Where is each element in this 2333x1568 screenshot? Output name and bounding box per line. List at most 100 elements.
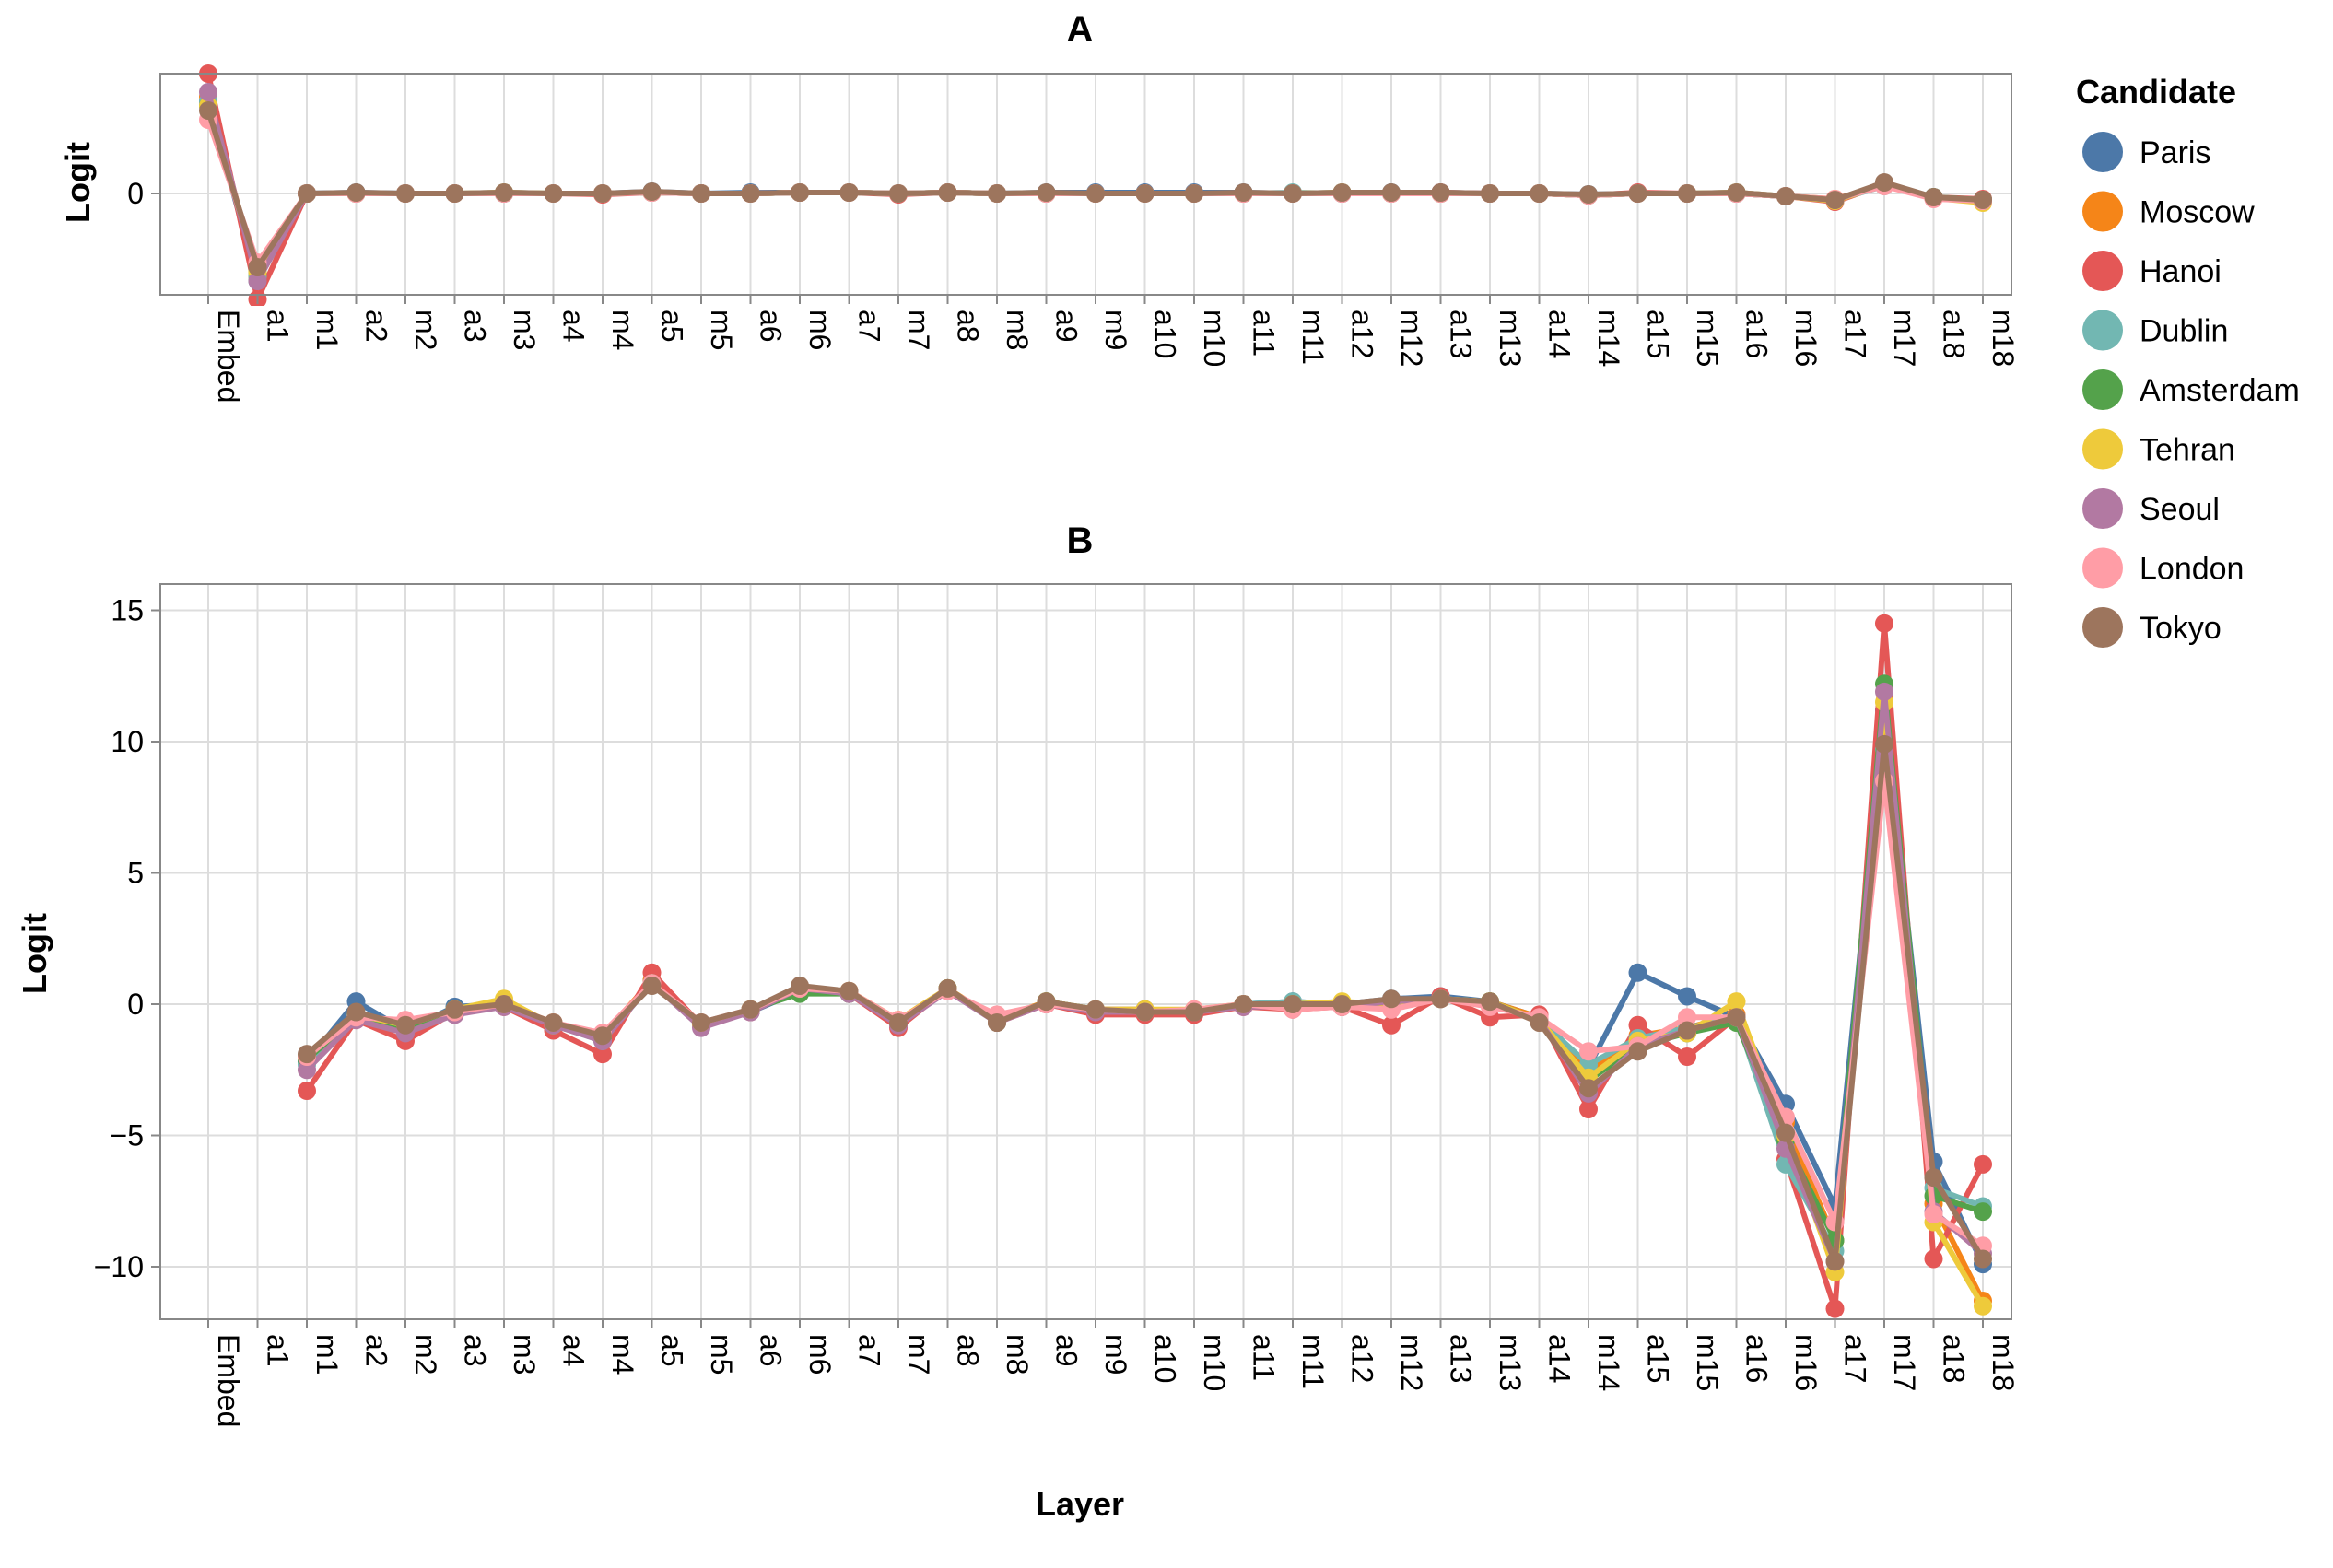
x-tick-label: a8 bbox=[952, 1334, 985, 1367]
x-tick-label: m7 bbox=[902, 1334, 935, 1375]
legend-title: Candidate bbox=[2076, 73, 2236, 111]
panel-b-grid bbox=[160, 584, 2011, 1319]
legend-item-amsterdam: Amsterdam bbox=[2082, 369, 2300, 410]
data-point bbox=[839, 183, 859, 202]
data-point bbox=[1481, 184, 1499, 203]
y-tick-label: 0 bbox=[127, 988, 144, 1021]
x-tick-label: m16 bbox=[1789, 310, 1823, 367]
plot-frame bbox=[159, 583, 2012, 1320]
x-tick-label: m2 bbox=[409, 1334, 442, 1375]
x-tick-label: a18 bbox=[1938, 310, 1971, 358]
data-point bbox=[1628, 1042, 1647, 1061]
x-tick-label: m5 bbox=[705, 1334, 738, 1375]
x-tick-label: m13 bbox=[1494, 310, 1527, 367]
x-tick-label: m1 bbox=[311, 310, 344, 350]
data-point bbox=[445, 184, 464, 203]
y-tick-label: 5 bbox=[127, 857, 144, 890]
data-point bbox=[1579, 185, 1598, 204]
x-tick-label: a6 bbox=[755, 1334, 788, 1367]
data-point bbox=[1579, 1042, 1598, 1061]
data-point bbox=[1776, 187, 1795, 205]
x-tick-label: a9 bbox=[1050, 310, 1084, 343]
x-tick-label: a13 bbox=[1445, 1334, 1478, 1383]
legend-swatch bbox=[2082, 428, 2123, 470]
x-tick-label: m11 bbox=[1296, 310, 1330, 365]
x-tick-label: m18 bbox=[1987, 310, 2020, 367]
data-point bbox=[396, 184, 415, 203]
data-point bbox=[642, 977, 662, 996]
x-tick-label: m14 bbox=[1592, 1334, 1625, 1391]
legend-item-paris: Paris bbox=[2082, 132, 2210, 172]
x-tick-label: m3 bbox=[508, 310, 541, 350]
x-tick-label: m3 bbox=[508, 1334, 541, 1375]
data-point bbox=[1678, 1047, 1696, 1066]
legend-item-london: London bbox=[2082, 547, 2244, 589]
x-tick-label: m18 bbox=[1987, 1334, 2020, 1391]
plot-frame bbox=[159, 73, 2012, 296]
panel-b: B Logit Layer Embed a1 m1 a2 m2 a3 m3 a4 m4 a5 m5 a… bbox=[16, 521, 2020, 1523]
data-point bbox=[298, 1060, 316, 1080]
x-tick-label: m1 bbox=[311, 1334, 344, 1375]
data-point bbox=[988, 1012, 1006, 1032]
data-point bbox=[1135, 184, 1155, 203]
data-point bbox=[298, 1082, 316, 1101]
x-tick-label: m13 bbox=[1494, 1334, 1527, 1391]
data-point bbox=[889, 1012, 908, 1032]
panel-b-title: B bbox=[1067, 521, 1094, 561]
x-tick-label: m17 bbox=[1888, 1334, 1921, 1391]
x-tick-label: m12 bbox=[1395, 1334, 1428, 1391]
legend-swatch bbox=[2082, 310, 2123, 351]
legend-label: Dublin bbox=[2140, 314, 2228, 349]
data-point bbox=[495, 995, 513, 1013]
data-point bbox=[1530, 184, 1549, 203]
data-point bbox=[1974, 1249, 1992, 1269]
data-point bbox=[1825, 1299, 1845, 1318]
data-point bbox=[544, 1012, 563, 1032]
data-point bbox=[1875, 682, 1893, 701]
data-point bbox=[1628, 963, 1647, 982]
x-tick-label: m6 bbox=[803, 310, 837, 350]
data-point bbox=[199, 101, 217, 120]
data-point bbox=[1825, 1252, 1845, 1271]
y-tick-label: 15 bbox=[111, 594, 144, 627]
data-point bbox=[1678, 1021, 1696, 1040]
data-point bbox=[1875, 734, 1893, 754]
data-point bbox=[1185, 1002, 1203, 1022]
x-tick-label: a17 bbox=[1839, 310, 1872, 358]
x-tick-label: a9 bbox=[1050, 1334, 1084, 1367]
data-point bbox=[1431, 183, 1450, 202]
panel-a: A Logit Embed a1 m1 a2 m2 a3 m3 a4 m4 a5 m5 a6 m6 a7 m… bbox=[59, 9, 2020, 403]
legend-swatch bbox=[2082, 488, 2123, 529]
legend-label: London bbox=[2140, 552, 2244, 587]
data-point bbox=[1382, 1015, 1401, 1035]
x-tick-label: a6 bbox=[755, 310, 788, 343]
data-point bbox=[741, 184, 760, 203]
data-point bbox=[1727, 1008, 1746, 1027]
data-point bbox=[593, 1026, 612, 1046]
x-tick-label: m15 bbox=[1691, 310, 1724, 367]
series-tokyo bbox=[298, 734, 1992, 1271]
data-point bbox=[1579, 1100, 1598, 1118]
legend-swatch bbox=[2082, 369, 2123, 410]
data-point bbox=[1382, 989, 1401, 1009]
x-tick-label: m4 bbox=[606, 1334, 639, 1375]
data-point bbox=[248, 272, 267, 290]
x-tick-label: a3 bbox=[459, 310, 492, 343]
legend-items: Paris Moscow Hanoi Dublin Amsterdam Tehran Seo… bbox=[2082, 132, 2300, 648]
x-tick-label: m7 bbox=[902, 310, 935, 350]
x-tick-label: m17 bbox=[1888, 310, 1921, 367]
x-tick-label: a16 bbox=[1741, 1334, 1774, 1383]
data-point bbox=[1431, 989, 1450, 1009]
panel-a-y-axis-label: Logit bbox=[59, 142, 97, 223]
x-tick-label: a1 bbox=[262, 310, 295, 343]
legend-swatch bbox=[2082, 132, 2123, 172]
data-point bbox=[1628, 1015, 1647, 1035]
data-point bbox=[1727, 183, 1746, 202]
data-point bbox=[1234, 183, 1253, 202]
x-tick-label: a7 bbox=[853, 1334, 886, 1367]
x-tick-label: a14 bbox=[1543, 1334, 1577, 1383]
x-tick-label: a18 bbox=[1938, 1334, 1971, 1383]
x-tick-label: m14 bbox=[1592, 310, 1625, 367]
x-tick-label: a3 bbox=[459, 1334, 492, 1367]
